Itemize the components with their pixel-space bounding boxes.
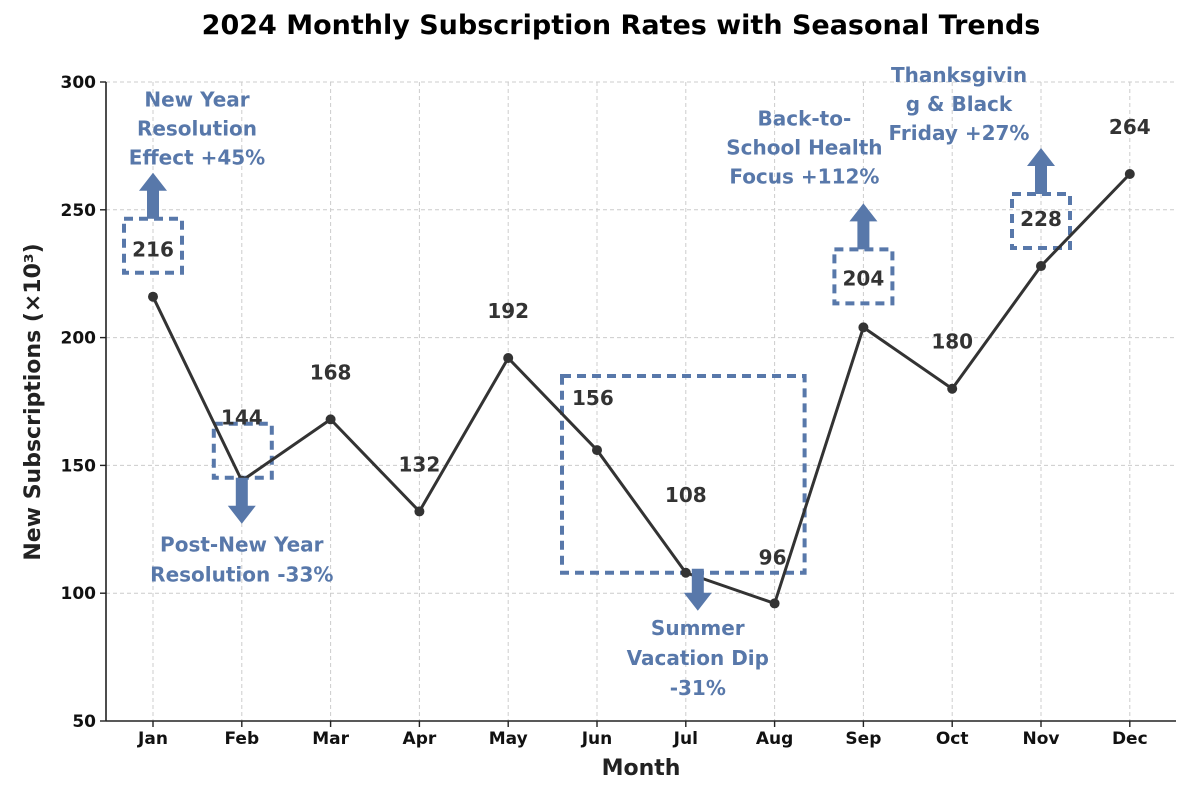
x-tick-label: Jun: [581, 729, 613, 749]
annotation-jan-box: [122, 216, 184, 275]
annotation-jul-arrow: [683, 568, 712, 611]
data-point: [858, 322, 869, 333]
x-tick-label: Dec: [1112, 729, 1148, 749]
annotation-sep-text-line: School Health: [726, 135, 882, 159]
y-tick-label: 150: [61, 456, 97, 476]
y-tick-label: 50: [72, 712, 96, 732]
annotation-jan-text-line: New Year: [144, 88, 249, 112]
x-tick-label: Feb: [224, 729, 259, 749]
annotation-nov-text: Thanksgivin g & Black Friday +27%: [889, 63, 1030, 145]
data-label: 144: [221, 406, 263, 430]
data-label: 168: [310, 360, 352, 384]
y-tick-label: 250: [61, 201, 97, 221]
data-label: 156: [572, 386, 614, 410]
x-tick-label: May: [489, 729, 528, 749]
annotation-feb-text: Post-New Year Resolution -33%: [150, 533, 333, 587]
annotation-sep-text: Back-to- School Health Focus +112%: [726, 106, 882, 188]
data-point: [680, 567, 691, 578]
annotations: New Year Resolution Effect +45% Post-New Ye…: [129, 63, 1055, 700]
annotation-nov-text-line: Thanksgivin: [891, 63, 1027, 87]
annotation-sep-text-line: Back-to-: [757, 106, 851, 130]
x-tick-label: Jan: [137, 729, 168, 749]
y-tick-label: 100: [61, 584, 97, 604]
annotation-nov-box: [1010, 192, 1072, 251]
annotation-sep-text-line: Focus +112%: [729, 164, 879, 188]
data-label: 264: [1109, 115, 1151, 139]
annotation-jan-text-line: Resolution: [137, 117, 257, 141]
y-axis-label: New Subscriptions (×10³): [21, 243, 46, 560]
data-label: 108: [665, 483, 707, 507]
x-tick-label: Aug: [756, 729, 793, 749]
data-point: [1124, 169, 1135, 180]
x-axis-label: Month: [602, 756, 681, 781]
data-label: 96: [759, 545, 787, 569]
data-label: 132: [399, 452, 441, 476]
series-line: [151, 172, 1131, 605]
data-label: 216: [132, 238, 174, 262]
data-point: [947, 383, 958, 394]
data-label: 228: [1020, 207, 1062, 231]
annotation-jan-arrow: [139, 172, 167, 219]
annotation-jul-text: Summer Vacation Dip -31%: [627, 616, 769, 700]
annotation-jan-text-line: Effect +45%: [129, 146, 265, 170]
annotation-jul-text-line: Summer: [651, 616, 745, 640]
data-label: 192: [487, 299, 529, 323]
x-tick-label: Sep: [845, 729, 881, 749]
y-tick-label: 300: [61, 73, 97, 93]
x-tick-label: Mar: [312, 729, 349, 749]
annotation-nov-text-line: g & Black: [906, 92, 1013, 116]
annotation-jan-text: New Year Resolution Effect +45%: [129, 88, 265, 170]
data-point: [1036, 261, 1046, 272]
x-tick-label: Nov: [1023, 729, 1060, 749]
annotation-feb-box: [211, 421, 274, 480]
annotation-feb-arrow: [227, 477, 256, 524]
annotation-sep-box: [832, 247, 895, 306]
axes: 50 100 150 200 250 300 Jan Feb Mar Apr May Jun Jul Au…: [61, 73, 1176, 749]
x-tick-label: Apr: [403, 729, 437, 749]
annotation-sep-arrow: [849, 203, 878, 250]
data-label: 204: [843, 266, 885, 290]
data-point: [148, 291, 158, 302]
chart-title: 2024 Monthly Subscription Rates with Sea…: [202, 10, 1041, 41]
data-point: [503, 353, 514, 364]
annotation-jul-text-line: Vacation Dip: [627, 646, 769, 670]
grid: [106, 81, 1176, 722]
data-labels: 216 144 168 132 192 156 108 96 204 180 228 264: [132, 115, 1151, 569]
data-point: [414, 506, 425, 517]
y-tick-label: 200: [61, 329, 97, 349]
x-tick-label: Jul: [673, 729, 698, 749]
annotation-nov-text-line: Friday +27%: [889, 121, 1030, 145]
data-point: [769, 598, 780, 609]
annotation-jul-text-line: -31%: [670, 676, 726, 700]
data-point: [592, 445, 602, 456]
data-point: [325, 414, 336, 425]
annotation-nov-arrow: [1027, 148, 1055, 195]
annotation-feb-text-line: Resolution -33%: [150, 563, 333, 587]
annotation-feb-text-line: Post-New Year: [160, 533, 324, 557]
x-tick-label: Oct: [936, 729, 969, 749]
data-label: 180: [931, 330, 973, 354]
